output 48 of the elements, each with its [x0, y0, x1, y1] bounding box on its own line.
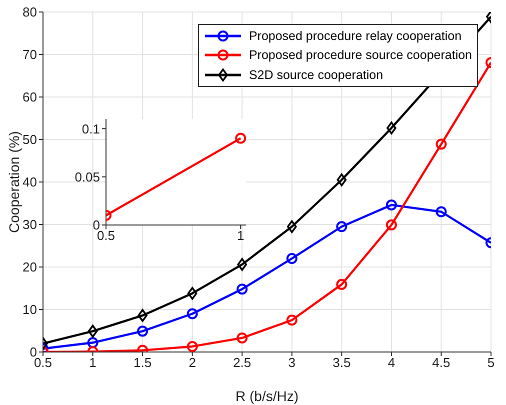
x-tick-label: 2.5 — [233, 355, 252, 370]
point — [336, 221, 348, 232]
y-tick-label: 20 — [22, 260, 37, 275]
point — [88, 324, 98, 338]
point — [386, 219, 397, 230]
y-tick-label: 0.1 — [82, 121, 100, 136]
point — [436, 206, 447, 218]
point — [87, 337, 98, 348]
x-tick-label: 4 — [388, 355, 396, 370]
y-tick-label: 10 — [22, 302, 37, 318]
point — [236, 284, 248, 295]
y-tick-label: 70 — [22, 47, 37, 62]
y-tick-label: 80 — [22, 4, 37, 20]
y-tick-label: 40 — [22, 174, 37, 190]
point — [138, 309, 148, 322]
x-tick-label: 0.5 — [96, 228, 116, 244]
legend-label: S2D source cooperation — [248, 68, 384, 82]
x-tick-label: 5 — [487, 355, 495, 370]
x-tick-label: 1.5 — [134, 355, 152, 370]
point — [237, 258, 248, 271]
point — [336, 278, 348, 290]
legend-label: Proposed procedure relay cooperation — [248, 28, 462, 43]
y-axis-title: Cooperation (%) — [6, 131, 22, 233]
y-tick-label: 50 — [22, 132, 37, 148]
point — [286, 314, 298, 326]
point — [137, 326, 148, 337]
x-tick-label: 4.5 — [432, 355, 450, 370]
legend-label: Proposed procedure source cooperation — [248, 48, 472, 62]
point — [236, 332, 248, 344]
y-tick-label: 30 — [22, 217, 37, 232]
point — [386, 122, 396, 134]
point — [286, 253, 298, 264]
point — [386, 199, 397, 210]
point — [336, 173, 347, 186]
point — [436, 138, 447, 150]
x-axis-title: R (b/s/Hz) — [236, 388, 298, 404]
x-tick-label: 3 — [288, 355, 296, 370]
x-tick-label: 0.5 — [34, 355, 52, 370]
x-tick-label: 2 — [188, 355, 196, 370]
x-tick-label: 1 — [89, 355, 96, 370]
x-tick-label: 3.5 — [332, 355, 351, 370]
point — [186, 308, 198, 320]
x-tick-label: 1 — [237, 228, 244, 244]
y-tick-label: 0.05 — [74, 169, 100, 184]
point — [187, 286, 198, 300]
point — [186, 340, 198, 352]
point — [286, 220, 297, 234]
y-tick-label: 60 — [22, 90, 37, 105]
